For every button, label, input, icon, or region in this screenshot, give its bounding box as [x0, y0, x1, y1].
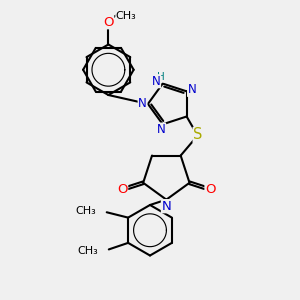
Text: O: O — [117, 183, 128, 196]
Text: CH₃: CH₃ — [76, 206, 96, 216]
Text: N: N — [157, 123, 166, 136]
Text: O: O — [205, 183, 216, 196]
Text: O: O — [103, 16, 114, 29]
Text: S: S — [193, 128, 203, 142]
Text: N: N — [161, 200, 171, 213]
Text: CH₃: CH₃ — [116, 11, 136, 21]
Text: N: N — [188, 83, 196, 96]
Text: N: N — [138, 98, 147, 110]
Text: H: H — [157, 72, 165, 82]
Text: CH₃: CH₃ — [78, 246, 98, 256]
Text: N: N — [152, 75, 161, 88]
